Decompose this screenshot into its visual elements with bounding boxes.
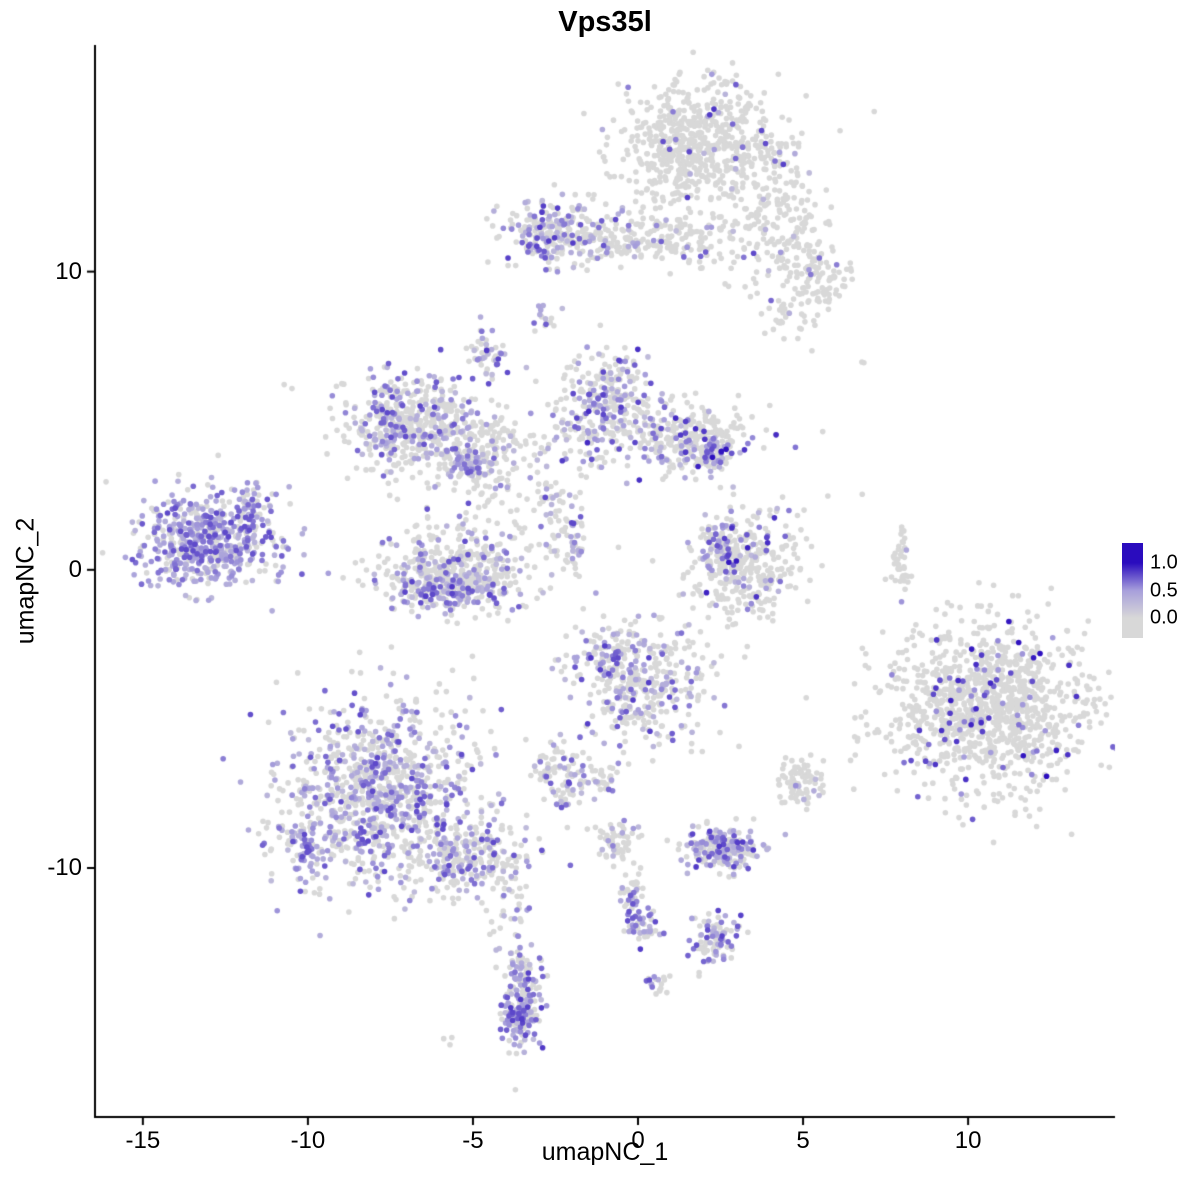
legend-colorbar	[1122, 543, 1143, 638]
legend: 1.0 0.5 0.0	[1122, 543, 1200, 643]
legend-label: 0.0	[1150, 606, 1178, 629]
x-axis-label: umapNC_1	[541, 1138, 669, 1166]
y-axis-label: umapNC_2	[11, 517, 40, 645]
legend-label: 1.0	[1150, 551, 1178, 574]
chart-title: Vps35l	[558, 6, 652, 38]
legend-label: 0.5	[1150, 579, 1178, 601]
legend-labels: 1.0 0.5 0.0	[1150, 543, 1200, 638]
